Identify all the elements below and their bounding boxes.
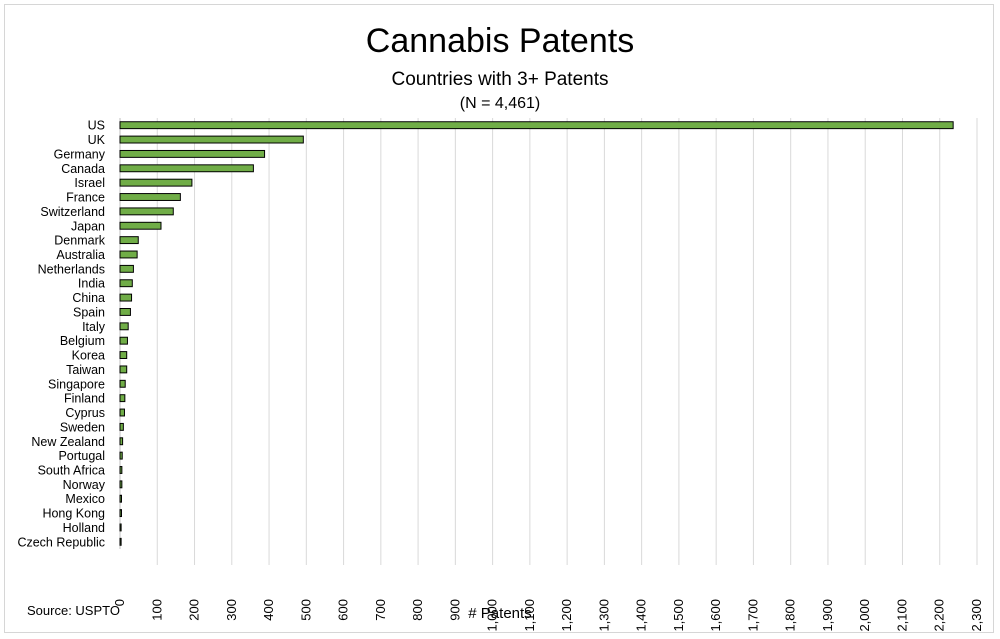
- bar-france: [119, 193, 181, 201]
- category-label: Hong Kong: [42, 507, 105, 521]
- bar-czech-republic: [119, 537, 122, 546]
- category-label: Netherlands: [38, 262, 105, 276]
- bar-hong-kong: [119, 509, 122, 518]
- x-tick-label: 2,200: [932, 599, 947, 632]
- category-label: Holland: [63, 521, 105, 535]
- x-tick-label: 1,200: [559, 599, 574, 632]
- x-tick-label: 1,500: [671, 599, 686, 632]
- category-label: Italy: [82, 320, 106, 334]
- bar-belgium: [119, 336, 128, 345]
- bar-korea: [119, 351, 128, 359]
- bar-canada: [119, 164, 254, 173]
- x-tick-label: 800: [410, 599, 425, 621]
- category-label: Germany: [54, 147, 106, 161]
- x-tick-label: 2,000: [857, 599, 872, 632]
- bar-norway: [119, 480, 123, 489]
- category-label: UK: [88, 133, 106, 147]
- category-label: Taiwan: [66, 363, 105, 377]
- bar-denmark: [119, 236, 139, 245]
- x-tick-label: 600: [336, 599, 351, 621]
- x-tick-label: 100: [149, 599, 164, 621]
- bar-cyprus: [119, 408, 125, 417]
- chart-subtitle-count: (N = 4,461): [459, 95, 541, 112]
- x-tick-label: 1,400: [634, 599, 649, 632]
- x-tick-label: 1,600: [708, 599, 723, 632]
- bar-israel: [119, 178, 193, 187]
- bar-holland: [119, 523, 122, 532]
- category-label: Switzerland: [40, 205, 105, 219]
- bar-new-zealand: [119, 437, 124, 446]
- bar-china: [119, 293, 133, 302]
- chart-frame: [4, 4, 994, 633]
- category-label: Spain: [73, 305, 105, 319]
- bar-portugal: [119, 451, 123, 460]
- category-label: Norway: [63, 478, 106, 492]
- x-tick-label: 0: [112, 599, 127, 606]
- bar-south-africa: [119, 466, 123, 474]
- category-label: Korea: [72, 349, 105, 363]
- category-label: New Zealand: [31, 435, 105, 449]
- bar-italy: [119, 322, 129, 331]
- x-tick-label: 200: [187, 599, 202, 621]
- x-tick-label: 300: [224, 599, 239, 621]
- x-tick-label: 2,100: [894, 599, 909, 632]
- bar-netherlands: [119, 264, 134, 273]
- category-label: France: [66, 191, 105, 205]
- bar-finland: [119, 394, 126, 403]
- category-label: India: [78, 277, 105, 291]
- category-label: Canada: [61, 162, 105, 176]
- x-tick-label: 1,000: [485, 599, 500, 632]
- category-label: Denmark: [54, 234, 105, 248]
- x-tick-label: 1,900: [820, 599, 835, 632]
- category-label: Israel: [74, 176, 105, 190]
- bar-uk: [119, 135, 304, 144]
- category-label: Mexico: [65, 492, 105, 506]
- x-axis-label: # Patents: [468, 605, 532, 622]
- x-tick-label: 1,300: [596, 599, 611, 632]
- source-note: Source: USPTO: [27, 603, 120, 618]
- x-tick-label: 1,800: [783, 599, 798, 632]
- x-tick-label: 500: [298, 599, 313, 621]
- bar-germany: [119, 149, 266, 158]
- category-label: Belgium: [60, 334, 105, 348]
- bar-taiwan: [119, 365, 128, 374]
- category-label: US: [88, 119, 105, 133]
- category-label: Portugal: [58, 449, 105, 463]
- bar-sweden: [119, 422, 124, 431]
- bar-switzerland: [119, 207, 174, 216]
- x-tick-label: 1,700: [745, 599, 760, 632]
- category-label: Singapore: [48, 377, 105, 391]
- bar-singapore: [119, 379, 126, 388]
- category-label: Cyprus: [65, 406, 105, 420]
- category-label: Australia: [56, 248, 105, 262]
- chart-title: Cannabis Patents: [365, 22, 635, 60]
- bar-us: [119, 121, 954, 130]
- bar-japan: [119, 221, 162, 230]
- x-tick-label: 700: [373, 599, 388, 621]
- category-label: Japan: [71, 219, 105, 233]
- chart-subtitle: Countries with 3+ Patents: [391, 69, 609, 90]
- bar-india: [119, 279, 133, 288]
- bar-australia: [119, 250, 138, 259]
- x-tick-label: 400: [261, 599, 276, 621]
- bar-mexico: [119, 494, 122, 503]
- category-label: Finland: [64, 392, 105, 406]
- x-tick-label: 900: [447, 599, 462, 621]
- bar-spain: [119, 308, 131, 316]
- x-tick-label: 2,300: [969, 599, 984, 632]
- category-label: Czech Republic: [17, 535, 105, 549]
- category-label: China: [72, 291, 105, 305]
- category-label: South Africa: [38, 463, 105, 477]
- x-tick-label: 1,100: [522, 599, 537, 632]
- category-label: Sweden: [60, 420, 105, 434]
